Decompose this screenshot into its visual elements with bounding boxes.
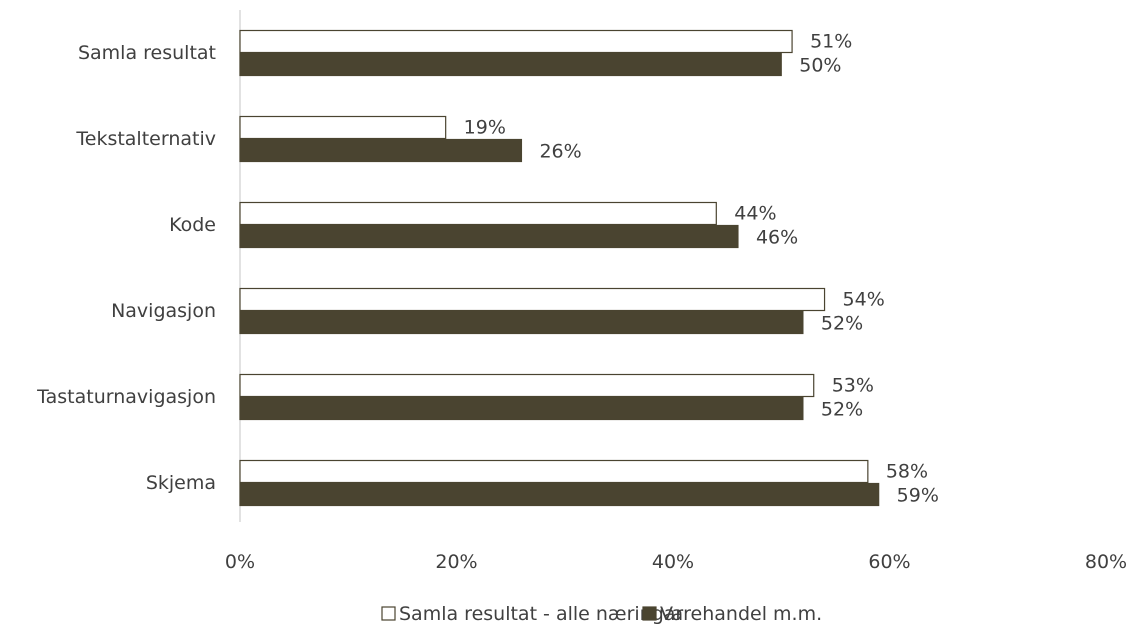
- x-tick-label: 0%: [225, 551, 255, 573]
- bars-group: [239, 29, 880, 507]
- bar-varehandel: [239, 52, 782, 77]
- value-label: 26%: [539, 141, 581, 163]
- bar-samla-resultat: [239, 29, 793, 54]
- value-label: 44%: [734, 203, 776, 225]
- bar-varehandel: [239, 482, 880, 507]
- legend-label: Samla resultat - alle næringar: [399, 603, 683, 625]
- bar-varehandel: [239, 138, 523, 163]
- bar-samla-resultat: [239, 373, 815, 398]
- value-label: 54%: [843, 289, 885, 311]
- legend: Samla resultat - alle næringarVarehandel…: [381, 603, 822, 625]
- legend-swatch: [381, 606, 396, 621]
- x-tick-label: 80%: [1085, 551, 1127, 573]
- value-label: 53%: [832, 375, 874, 397]
- value-label: 50%: [799, 55, 841, 77]
- bar-samla-resultat: [239, 115, 447, 140]
- value-label: 52%: [821, 313, 863, 335]
- x-tick-label: 60%: [868, 551, 910, 573]
- bar-samla-resultat: [239, 287, 826, 312]
- category-label: Tekstalternativ: [75, 128, 216, 150]
- value-labels: 51%50%19%26%44%46%54%52%53%52%58%59%: [464, 31, 939, 507]
- category-label: Kode: [169, 214, 216, 236]
- value-label: 51%: [810, 31, 852, 53]
- value-label: 58%: [886, 461, 928, 483]
- category-label: Navigasjon: [111, 300, 216, 322]
- category-label: Samla resultat: [78, 42, 216, 64]
- value-label: 59%: [897, 485, 939, 507]
- x-tick-label: 40%: [652, 551, 694, 573]
- value-label: 52%: [821, 399, 863, 421]
- bar-samla-resultat: [239, 459, 869, 484]
- legend-swatch: [642, 606, 657, 621]
- bar-varehandel: [239, 310, 804, 335]
- bar-varehandel: [239, 396, 804, 421]
- x-tick-label: 20%: [435, 551, 477, 573]
- category-label: Tastaturnavigasjon: [36, 386, 216, 408]
- value-label: 46%: [756, 227, 798, 249]
- value-label: 19%: [464, 117, 506, 139]
- legend-label: Varehandel m.m.: [660, 603, 822, 625]
- x-tick-labels: 0% 20% 40% 60% 80%: [225, 551, 1127, 573]
- bar-samla-resultat: [239, 201, 717, 226]
- category-label: Skjema: [146, 472, 216, 494]
- category-labels: Samla resultat Tekstalternativ Kode Navigas…: [36, 42, 216, 494]
- bar-varehandel: [239, 224, 739, 249]
